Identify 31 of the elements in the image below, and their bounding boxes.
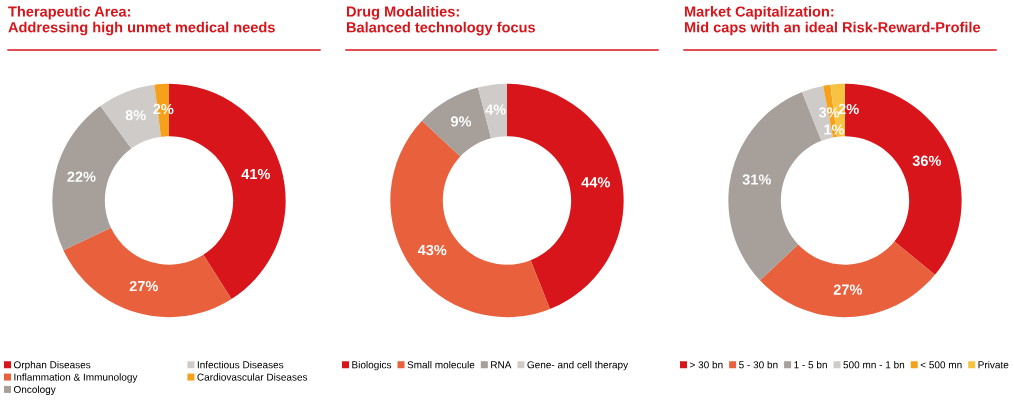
data-label: 9%	[450, 116, 472, 127]
chart-title: Drug Modalities: Balanced technology focus	[346, 6, 536, 36]
donut-slice	[63, 227, 232, 318]
legend-label: < 500 mn	[920, 361, 962, 369]
legend-label: Oncology	[13, 385, 56, 395]
legend-label: Gene- and cell therapy	[527, 361, 629, 371]
data-label: 31%	[742, 174, 771, 185]
donut-slice	[507, 83, 624, 309]
legend-label: 5 - 30 bn	[739, 361, 778, 369]
data-label: 27%	[833, 284, 863, 295]
chart-title: Therapeutic Area: Addressing high unmet medical needs	[8, 6, 275, 36]
data-label: 22%	[67, 171, 96, 182]
legend-label: Infectious Diseases	[197, 361, 284, 369]
legend-label: 1 - 5 bn	[794, 361, 827, 369]
data-label: 43%	[417, 244, 447, 256]
legend-label: Small molecule	[407, 361, 475, 369]
chart-title: Market Capitalization: Mid caps with an ideal Risk-Reward-Profile	[684, 6, 981, 36]
data-label: 36%	[912, 155, 942, 166]
donut-slice	[759, 241, 935, 318]
data-label: 27%	[129, 280, 158, 292]
donut-slice	[477, 83, 507, 139]
legend-label: Cardiovascular Diseases	[197, 373, 308, 381]
legend-label: > 30 bn	[689, 361, 723, 369]
data-label: 44%	[581, 177, 611, 188]
legend-label: Inflammation & Immunology	[14, 373, 138, 383]
legend-label: RNA	[491, 361, 512, 369]
legend-label: Biologics	[352, 361, 392, 371]
legend-label: 500 mn - 1 bn	[843, 361, 905, 369]
legend-label: Orphan Diseases	[13, 361, 91, 371]
data-label: 41%	[241, 168, 271, 180]
legend-label: Private	[978, 361, 1009, 369]
